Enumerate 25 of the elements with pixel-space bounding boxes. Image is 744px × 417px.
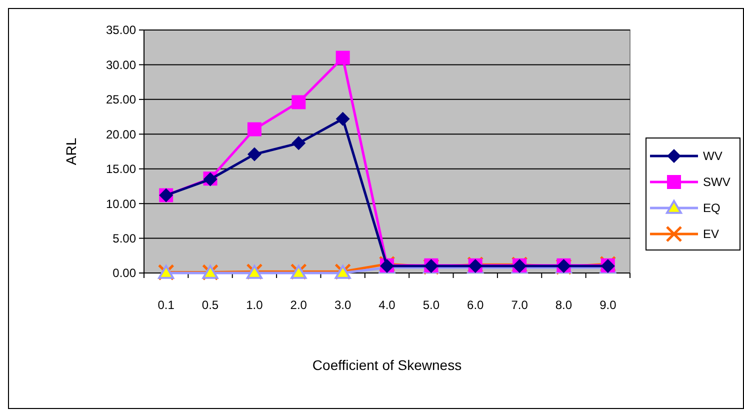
- y-tick-label: 35.00: [106, 23, 136, 38]
- legend-label: EQ: [703, 201, 720, 216]
- x-tick-label: 0.5: [202, 298, 219, 312]
- y-tick-label: 30.00: [106, 58, 136, 72]
- y-tick-label: 5.00: [112, 231, 136, 246]
- x-tick-label: 5.0: [422, 298, 440, 312]
- legend-label: WV: [703, 149, 722, 164]
- y-tick-label: 10.00: [106, 196, 136, 211]
- x-tick-label: 7.0: [511, 298, 528, 312]
- x-tick-label: 3.0: [334, 298, 352, 312]
- x-tick-label: 1.0: [246, 298, 264, 312]
- x-tick-label: 4.0: [378, 298, 396, 312]
- legend-label: EV: [703, 227, 720, 242]
- x-axis-title: Coefficient of Skewness: [312, 357, 462, 373]
- y-tick-label: 0.00: [112, 266, 136, 280]
- legend-label: SWV: [703, 175, 730, 190]
- x-tick-label: 8.0: [555, 298, 572, 312]
- y-tick-label: 25.00: [106, 92, 136, 107]
- y-axis-title: ARL: [63, 138, 79, 166]
- x-tick-label: 9.0: [600, 298, 617, 312]
- x-tick-label: 6.0: [467, 298, 484, 312]
- x-tick-label: 2.0: [290, 298, 308, 312]
- x-tick-label: 0.1: [158, 298, 175, 312]
- y-tick-label: 15.00: [106, 162, 136, 176]
- y-tick-label: 20.00: [106, 127, 136, 142]
